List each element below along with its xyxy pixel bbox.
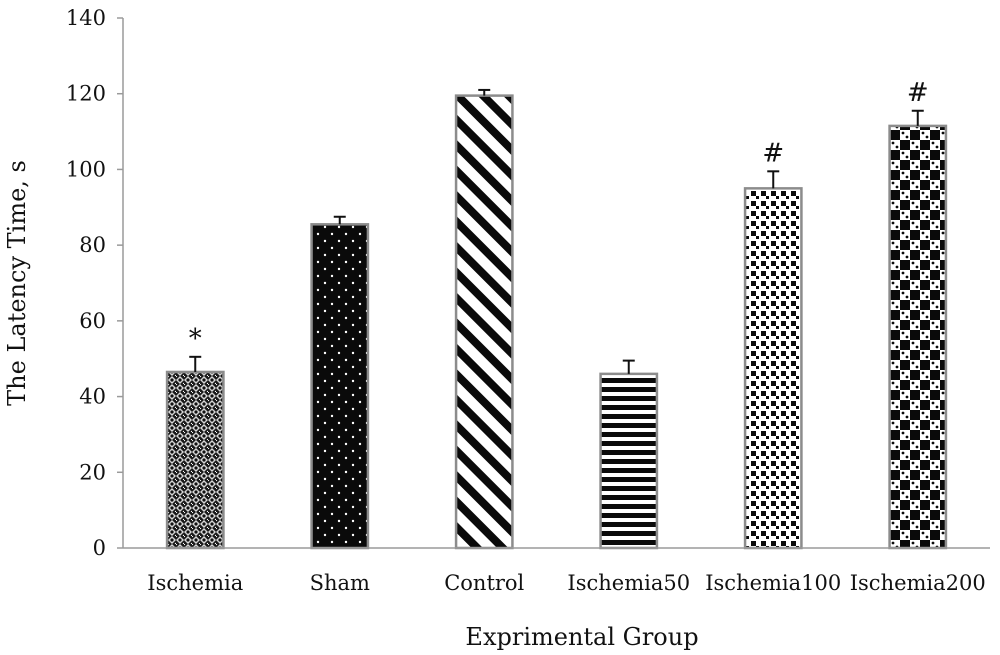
significance-marker: * [189,324,202,354]
bar-ischemia50 [599,372,659,550]
significance-marker: # [762,138,784,168]
x-tick-label: Ischemia200 [850,571,986,595]
x-tick-label: Ischemia [147,571,243,595]
y-tick-label: 0 [93,536,106,560]
bar-ischemia [165,370,225,550]
x-axis-label: Exprimental Group [465,623,698,651]
y-tick-label: 40 [79,385,106,409]
x-tick-label: Control [444,571,524,595]
y-axis-label: The Latency Time, s [3,160,31,406]
bars: * # # [165,78,948,550]
significance-marker: # [907,78,929,108]
bar-ischemia100 [743,187,803,550]
y-tick-label: 100 [66,157,106,181]
y-tick-label: 120 [66,82,106,106]
x-tick-label: Sham [310,571,370,595]
x-axis-categories: Ischemia Sham Control Ischemia50 Ischemia100… [147,571,985,595]
bar-sham [310,223,370,550]
bar-control [454,94,514,550]
y-axis-ticks: 0 20 40 60 80 100 120 140 [66,6,123,560]
y-tick-label: 140 [66,6,106,30]
bar-ischemia200 [888,124,948,550]
y-tick-label: 60 [79,309,106,333]
y-tick-label: 20 [79,460,106,484]
x-tick-label: Ischemia50 [567,571,690,595]
y-tick-label: 80 [79,233,106,257]
x-tick-label: Ischemia100 [705,571,841,595]
